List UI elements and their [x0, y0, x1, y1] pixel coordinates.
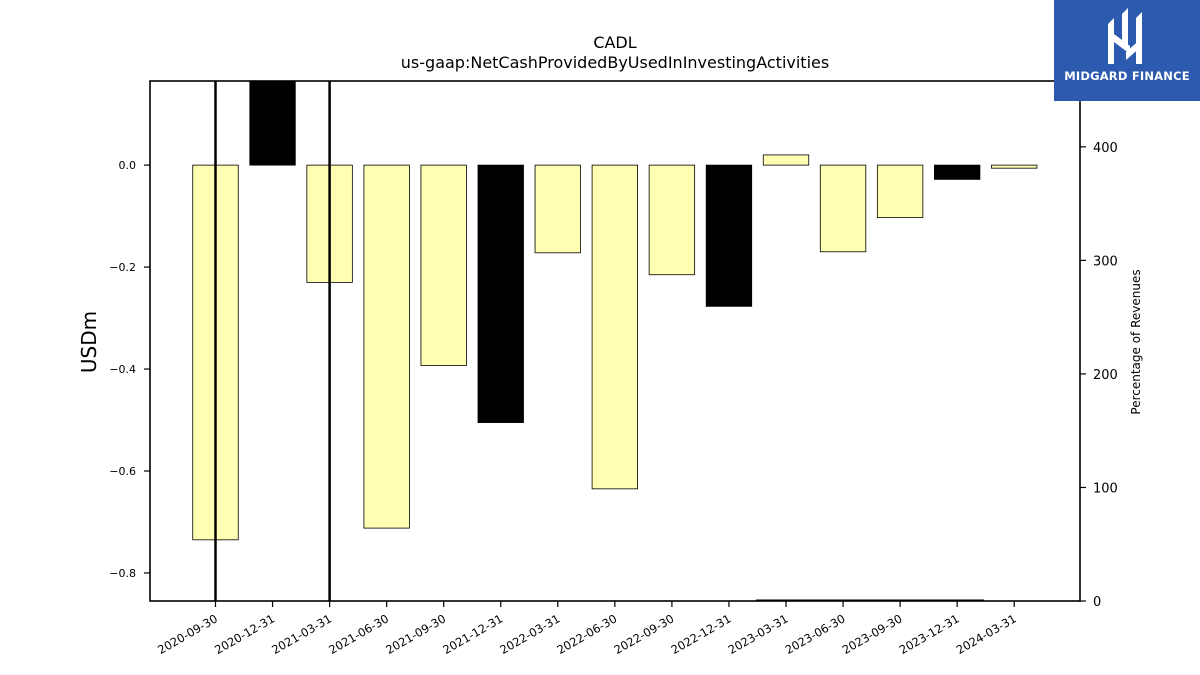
bar-2023-03-31: [762, 154, 810, 166]
midgard-logo-icon: [1108, 8, 1142, 64]
bar-2022-06-30: [591, 164, 638, 490]
y-tick-label: −0.4: [109, 363, 136, 376]
y2-tick-label: 200: [1093, 368, 1118, 383]
bar-2024-03-31: [991, 164, 1038, 169]
y-tick-label: −0.6: [109, 465, 136, 478]
y-tick-label: −0.8: [109, 567, 136, 580]
bar-2022-03-31: [534, 164, 581, 254]
y-tick-label: 0.0: [119, 159, 137, 172]
x-tick-label-2022-06-30: 2022-06-30: [554, 611, 619, 657]
x-tick-label-2022-09-30: 2022-09-30: [612, 611, 677, 657]
bar-2023-06-30: [819, 164, 867, 253]
y-tick-label: −0.2: [109, 261, 136, 274]
bar-2021-09-30: [420, 164, 467, 366]
y2-tick-label: 0: [1093, 595, 1101, 610]
x-tick-label-2023-09-30: 2023-09-30: [840, 611, 905, 657]
y2-tick-label: 300: [1093, 254, 1118, 269]
x-tick-label-2022-03-31: 2022-03-31: [497, 611, 562, 657]
x-tick-label-2021-03-31: 2021-03-31: [269, 611, 334, 657]
bar-2023-12-31: [934, 164, 981, 180]
x-tick-label-2023-12-31: 2023-12-31: [897, 611, 962, 657]
x-tick-label-2020-09-30: 2020-09-30: [155, 611, 220, 657]
x-tick-label-2024-03-31: 2024-03-31: [954, 611, 1019, 657]
chart-title: CADL: [593, 33, 637, 52]
y2-tick-label: 100: [1093, 481, 1118, 496]
x-tick-label-2023-03-31: 2023-03-31: [726, 611, 791, 657]
x-tick-label-2021-06-30: 2021-06-30: [326, 611, 391, 657]
bar-2022-12-31: [705, 164, 753, 307]
bar-2023-09-30: [876, 164, 924, 219]
y2-axis-label: Percentage of Revenues: [1129, 269, 1143, 414]
x-tick-label-2020-12-31: 2020-12-31: [212, 611, 277, 657]
bar-2021-12-31: [477, 164, 524, 423]
y2-tick-label: 400: [1093, 141, 1118, 156]
bar-2022-09-30: [648, 164, 696, 276]
y-axis-label: USDm: [77, 311, 101, 373]
x-tick-label-2021-12-31: 2021-12-31: [440, 611, 505, 657]
midgard-finance-logo: MIDGARD FINANCE: [1054, 0, 1200, 101]
x-tick-label-2021-09-30: 2021-09-30: [383, 611, 448, 657]
bar-2021-06-30: [363, 164, 410, 529]
x-tick-label-2022-12-31: 2022-12-31: [669, 611, 734, 657]
logo-text: MIDGARD FINANCE: [1064, 69, 1190, 83]
chart-subtitle: us-gaap:NetCashProvidedByUsedInInvesting…: [400, 53, 830, 72]
bar-2020-12-31: [249, 80, 296, 166]
x-tick-label-2023-06-30: 2023-06-30: [783, 611, 848, 657]
